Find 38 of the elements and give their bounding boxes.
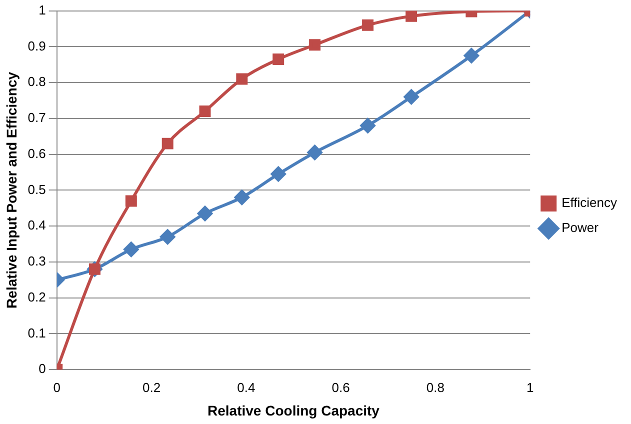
x-tick-label: 0 [53,380,60,395]
point [234,190,250,205]
legend-label: Efficiency [562,195,618,210]
x-tick-label: 0.8 [426,380,444,395]
point [272,53,284,65]
x-tick-label: 0.2 [142,380,161,395]
y-tick-label: 0.9 [28,38,46,54]
point [162,138,174,150]
y-axis-title: Relative Input Power and Efficiency [3,72,20,308]
y-tick-label: 0.3 [28,254,46,269]
point [236,73,248,85]
point [160,229,176,244]
point [362,19,374,31]
legend-label: Power [562,220,600,236]
point [125,195,137,207]
x-tick-label: 1 [526,380,534,395]
y-tick-label: 0 [38,361,46,376]
point [307,145,322,160]
y-tick-label: 0.4 [28,218,46,233]
point [199,106,211,118]
point [197,206,212,222]
x-axis-title: Relative Cooling Capacity [208,402,380,418]
point [124,242,139,257]
point [270,166,286,182]
point [404,89,419,104]
y-tick-label: 0.6 [28,146,46,161]
y-tick-label: 0.5 [28,182,46,197]
y-tick-label: 0.2 [28,289,46,304]
point [406,10,418,22]
x-tick-label: 0.6 [332,380,350,395]
y-tick-label: 1 [38,2,46,18]
point [309,39,321,51]
point [360,118,376,134]
y-tick-label: 0.7 [28,110,46,126]
point [464,48,479,64]
y-tick-label: 0.8 [28,74,46,90]
x-tick-label: 0.4 [237,380,256,395]
y-tick-label: 0.1 [28,325,46,340]
